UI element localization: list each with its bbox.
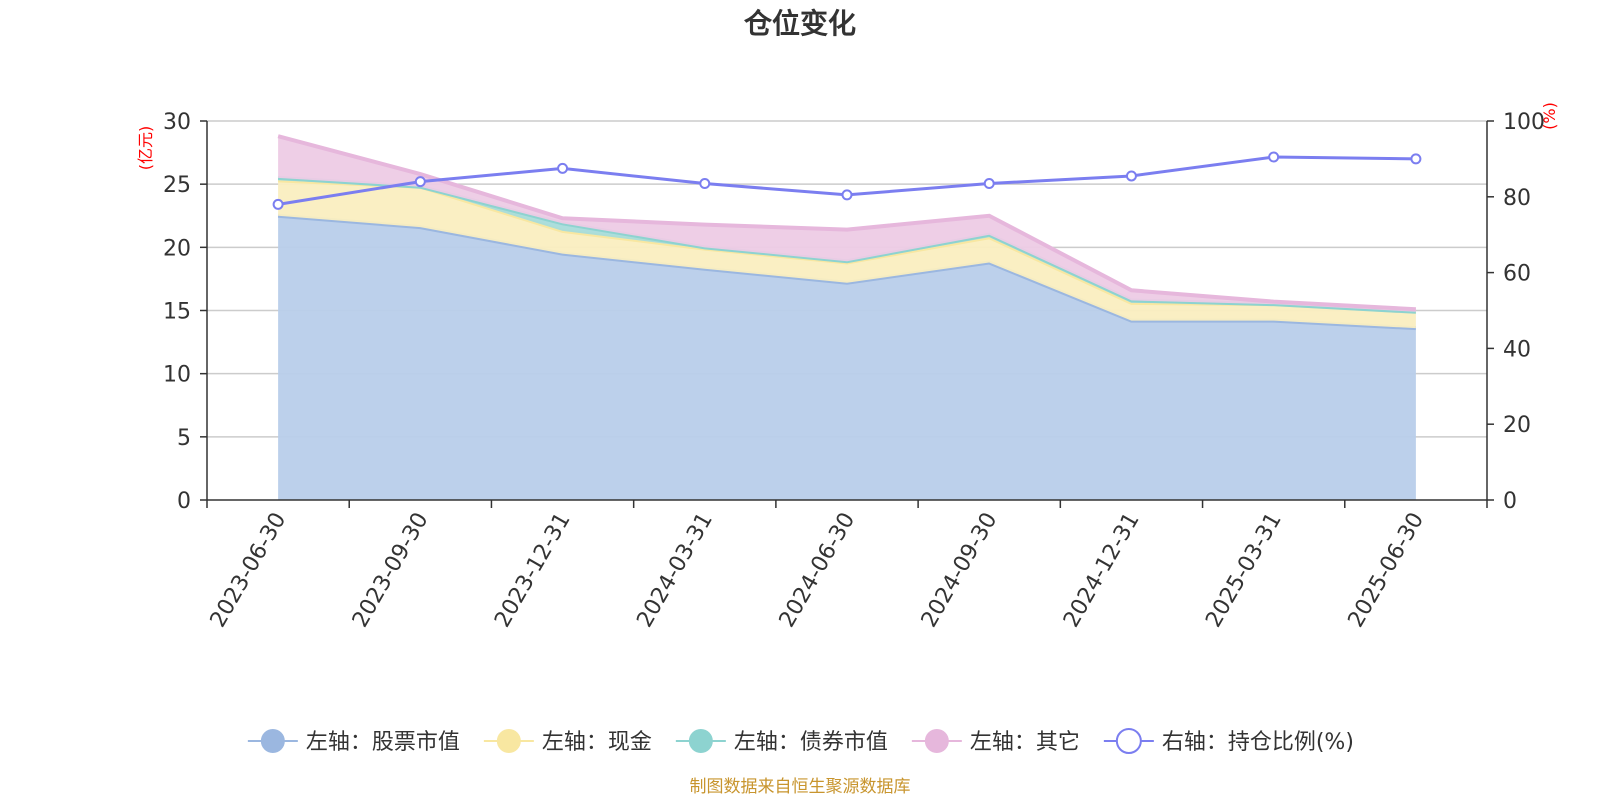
ratio-point [1125,170,1137,182]
legend-item-3[interactable]: 左轴：其它 [911,729,1080,755]
x-axis-tick-label: 2024-12-31 [1059,509,1145,632]
legend-circle-icon [260,729,285,753]
left-axis-unit: (亿元) [136,126,155,171]
ratio-point [272,198,284,210]
legend-item-4[interactable]: 右轴：持仓比例(%) [1103,728,1354,755]
chart-title: 仓位变化 [744,7,856,40]
area-series-0 [278,215,1416,500]
ratio-point [1410,153,1422,165]
ratio-point [841,189,853,201]
right-axis-unit: (%) [1540,102,1559,130]
right-axis-tick-label: 40 [1503,337,1531,362]
right-axis-tick-label: 100 [1503,110,1545,135]
legend-item-2[interactable]: 左轴：债券市值 [675,729,888,755]
right-axis-tick-label: 0 [1503,489,1517,514]
left-axis-tick-label: 25 [163,173,191,198]
ratio-point [983,178,995,190]
right-axis-tick-label: 60 [1503,262,1531,287]
left-axis-tick-label: 20 [163,236,191,261]
ratio-point [414,176,426,188]
x-axis-tick-label: 2023-09-30 [348,509,434,632]
x-axis-tick-label: 2025-06-30 [1344,509,1430,632]
ratio-point [699,178,711,190]
source-note: 制图数据来自恒生聚源数据库 [690,777,911,797]
legend-circle-icon [688,729,713,753]
x-axis-tick-label: 2023-12-31 [490,509,576,632]
x-axis-tick-label: 2024-06-30 [775,509,861,632]
left-axis-tick-label: 5 [177,426,191,451]
x-axis-tick-label: 2024-09-30 [917,509,1003,632]
stacked-areas [277,134,1416,500]
legend-label: 左轴：现金 [542,730,652,755]
area-series-1 [278,180,1416,329]
legend-circle-icon [924,729,949,753]
x-axis-tick-label: 2023-06-30 [206,509,292,632]
x-axis-tick-label: 2025-03-31 [1201,509,1287,632]
right-axis-tick-label: 20 [1503,413,1531,438]
legend-hollow-circle-icon [1115,728,1142,754]
area-series-edge-3 [277,134,1416,312]
legend-item-0[interactable]: 左轴：股票市值 [247,729,460,755]
ratio-point [557,162,569,174]
legend[interactable]: 左轴：股票市值 左轴：现金 左轴：债券市值 左轴：其它 右轴：持仓比例(%) [247,728,1354,755]
ratio-point [1268,151,1280,163]
legend-label: 左轴：股票市值 [306,730,460,755]
position-ratio-line [272,151,1422,210]
legend-label: 右轴：持仓比例(%) [1162,730,1354,755]
left-axis-tick-label: 0 [177,489,191,514]
legend-label: 左轴：债券市值 [734,730,888,755]
left-axis-tick-label: 10 [163,363,191,388]
legend-circle-icon [496,729,521,753]
left-axis-tick-label: 30 [163,110,191,135]
left-axis-tick-label: 15 [163,300,191,325]
right-axis-tick-label: 80 [1503,186,1531,211]
legend-label: 左轴：其它 [970,730,1080,755]
legend-item-1[interactable]: 左轴：现金 [483,729,652,755]
x-axis-tick-label: 2024-03-31 [632,509,718,632]
